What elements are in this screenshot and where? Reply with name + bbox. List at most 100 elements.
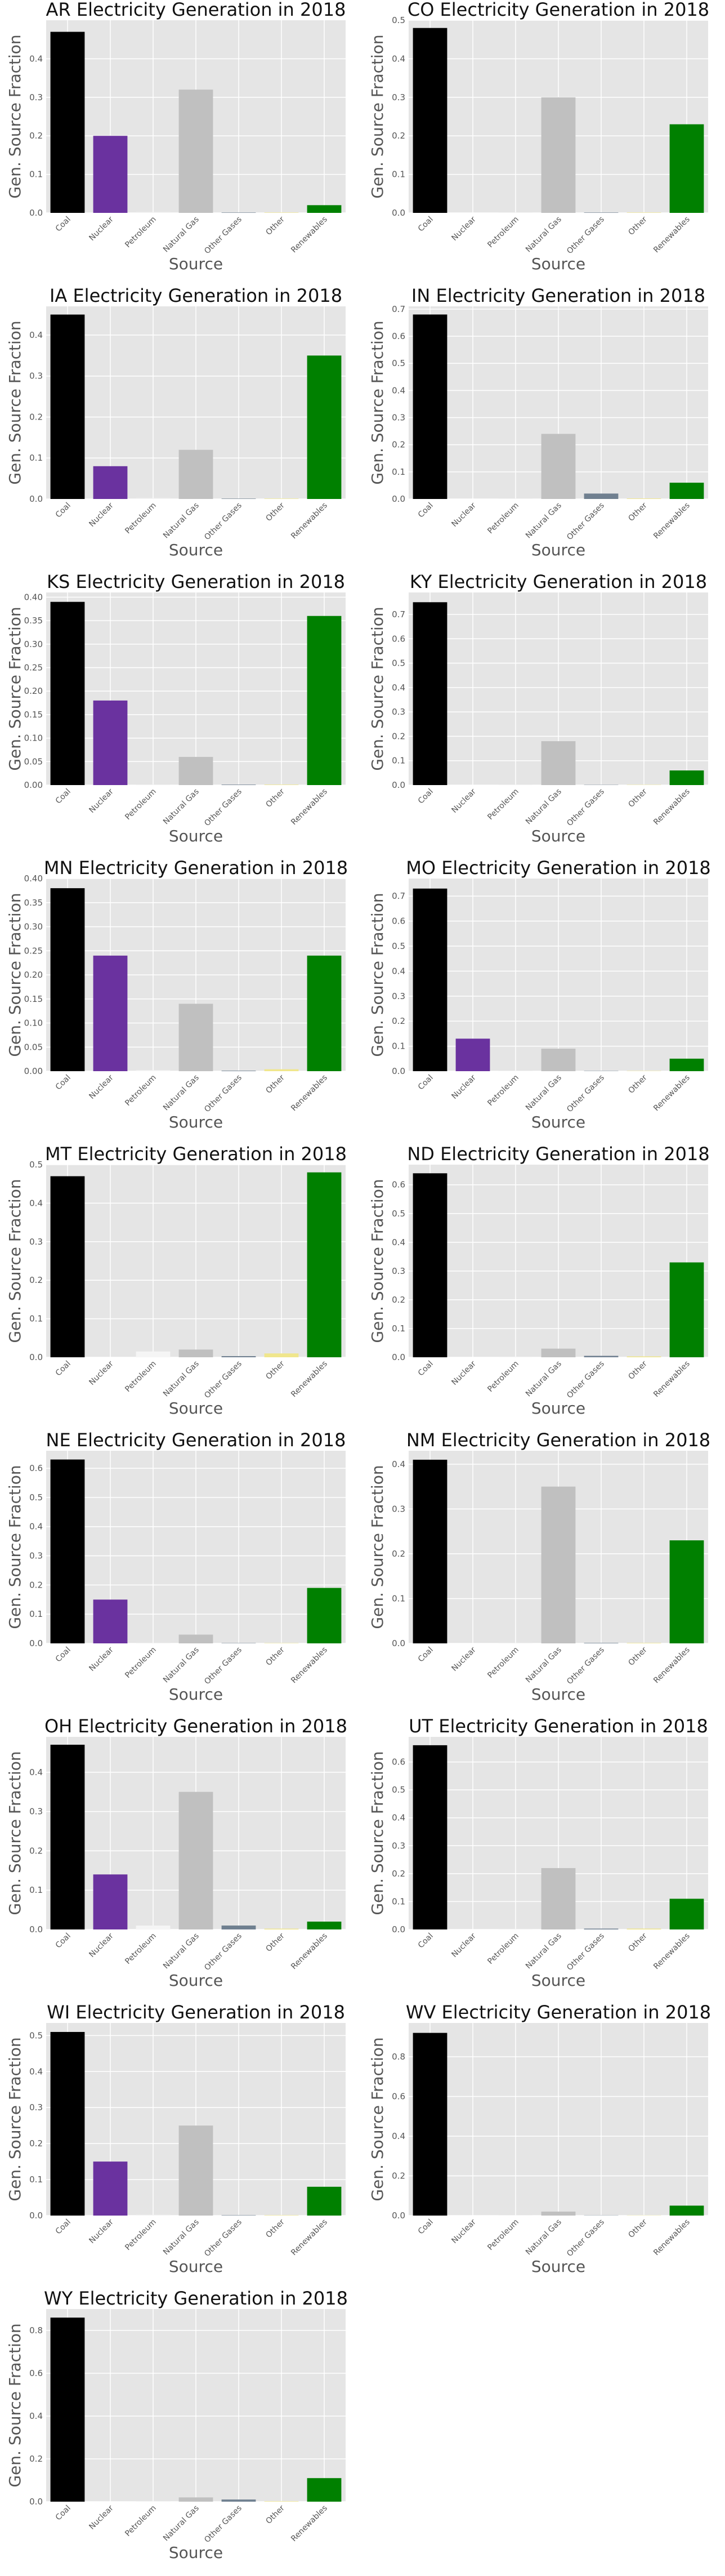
x-tick-label: Other Gases	[203, 501, 244, 542]
x-tick-label: Nuclear	[450, 1645, 478, 1673]
x-tick-label: Natural Gas	[524, 2218, 563, 2257]
x-tick-label: Nuclear	[450, 501, 478, 529]
x-axis-label: Source	[169, 827, 223, 845]
y-tick-label: 0.0	[392, 1638, 405, 1648]
y-tick-label: 0.8	[392, 2052, 405, 2062]
x-tick-label: Renewables	[652, 1360, 692, 1400]
bar-natural-gas	[179, 1004, 213, 1071]
x-tick-label: Other Gases	[565, 1646, 606, 1687]
bar-other	[627, 212, 661, 213]
x-axis-label: Source	[169, 541, 223, 559]
x-tick-label: Coal	[54, 2504, 73, 2522]
y-axis-label: Gen. Source Fraction	[6, 2037, 24, 2201]
bar-natural-gas	[541, 97, 576, 213]
bar-nuclear	[93, 701, 128, 785]
x-tick-label: Coal	[54, 787, 73, 806]
bar-coal	[51, 2032, 85, 2216]
x-tick-label: Renewables	[652, 2218, 692, 2258]
x-tick-label: Other Gases	[203, 1073, 244, 1115]
y-tick-label: 0.5	[392, 658, 405, 668]
x-tick-label: Other Gases	[565, 215, 606, 256]
bar-petroleum	[136, 1352, 171, 1357]
y-tick-label: 0.40	[24, 592, 43, 602]
x-tick-label: Renewables	[289, 501, 329, 541]
x-tick-label: Nuclear	[87, 787, 115, 815]
y-tick-label: 0.4	[29, 2066, 43, 2076]
y-tick-label: 0.4	[392, 1813, 405, 1823]
bar-other-gases	[222, 2499, 256, 2502]
x-tick-label: Other	[264, 2503, 287, 2526]
y-axis-label: Gen. Source Fraction	[6, 893, 24, 1057]
x-tick-label: Natural Gas	[162, 215, 201, 255]
y-tick-label: 0.4	[29, 54, 43, 64]
y-tick-label: 0.2	[392, 1549, 405, 1559]
bar-petroleum	[136, 498, 171, 499]
x-tick-label: Other Gases	[565, 1073, 606, 1115]
bar-coal	[51, 315, 85, 499]
bar-natural-gas	[179, 757, 213, 785]
x-tick-label: Petroleum	[486, 1073, 521, 1108]
bar-other-gases	[222, 2215, 256, 2216]
y-tick-label: 0.7	[392, 891, 405, 901]
y-tick-label: 0.0	[392, 780, 405, 790]
y-tick-label: 0.20	[24, 686, 43, 696]
bar-coal	[51, 602, 85, 785]
x-tick-label: Petroleum	[486, 1646, 521, 1681]
x-axis-label: Source	[531, 255, 585, 273]
chart-title: MT Electricity Generation in 2018	[45, 1143, 347, 1165]
y-tick-label: 0.1	[392, 1896, 405, 1906]
bar-renewables	[307, 616, 342, 785]
x-tick-label: Petroleum	[486, 501, 521, 536]
x-tick-label: Renewables	[289, 2218, 329, 2258]
y-tick-label: 0.2	[29, 1275, 43, 1285]
x-tick-label: Renewables	[289, 2504, 329, 2544]
bar-other	[265, 2501, 299, 2502]
x-tick-label: Other	[264, 2217, 287, 2240]
x-tick-label: Other	[626, 787, 649, 809]
x-tick-label: Renewables	[289, 787, 329, 827]
y-tick-label: 0.1	[29, 1885, 43, 1895]
y-axis-label: Gen. Source Fraction	[6, 1751, 24, 1915]
y-tick-label: 0.10	[24, 1018, 43, 1028]
x-tick-label: Renewables	[289, 1073, 329, 1113]
chart-mn: 0.000.050.100.150.200.250.300.350.40Coal…	[0, 858, 362, 1146]
x-tick-label: Petroleum	[123, 501, 158, 536]
x-tick-label: Nuclear	[450, 2217, 478, 2245]
bar-coal	[413, 602, 447, 785]
bar-petroleum	[136, 1926, 171, 1929]
y-tick-label: 0.1	[392, 170, 405, 180]
y-axis-label: Gen. Source Fraction	[6, 34, 24, 198]
bar-natural-gas	[541, 2212, 576, 2216]
chart-title: MN Electricity Generation in 2018	[44, 857, 348, 879]
x-tick-label: Other	[264, 501, 287, 523]
chart-title: WV Electricity Generation in 2018	[406, 2002, 711, 2023]
x-tick-label: Coal	[417, 787, 435, 806]
chart-title: WI Electricity Generation in 2018	[47, 2002, 345, 2023]
x-tick-label: Petroleum	[123, 1073, 158, 1108]
x-tick-label: Renewables	[652, 1932, 692, 1972]
y-tick-label: 0.20	[24, 970, 43, 980]
x-tick-label: Nuclear	[87, 215, 115, 243]
x-tick-label: Other	[264, 215, 287, 237]
x-tick-label: Other	[626, 2217, 649, 2240]
y-tick-label: 0.00	[24, 780, 43, 790]
y-tick-label: 0.6	[392, 2091, 405, 2101]
x-axis-label: Source	[531, 541, 585, 559]
y-axis-label: Gen. Source Fraction	[6, 320, 24, 484]
x-axis-label: Source	[169, 1685, 223, 1704]
y-tick-label: 0.2	[29, 131, 43, 141]
chart-title: MO Electricity Generation in 2018	[406, 857, 711, 879]
y-tick-label: 0.5	[392, 941, 405, 951]
y-tick-label: 0.1	[29, 453, 43, 463]
x-tick-label: Nuclear	[450, 1931, 478, 1959]
y-tick-label: 0.3	[392, 1504, 405, 1514]
x-tick-label: Petroleum	[123, 1932, 158, 1967]
bar-nuclear	[93, 136, 128, 213]
x-axis-label: Source	[531, 1685, 585, 1704]
y-tick-label: 0.25	[24, 662, 43, 672]
bar-coal	[51, 1460, 85, 1643]
bar-petroleum	[136, 2215, 171, 2216]
x-tick-label: Natural Gas	[162, 2218, 201, 2257]
